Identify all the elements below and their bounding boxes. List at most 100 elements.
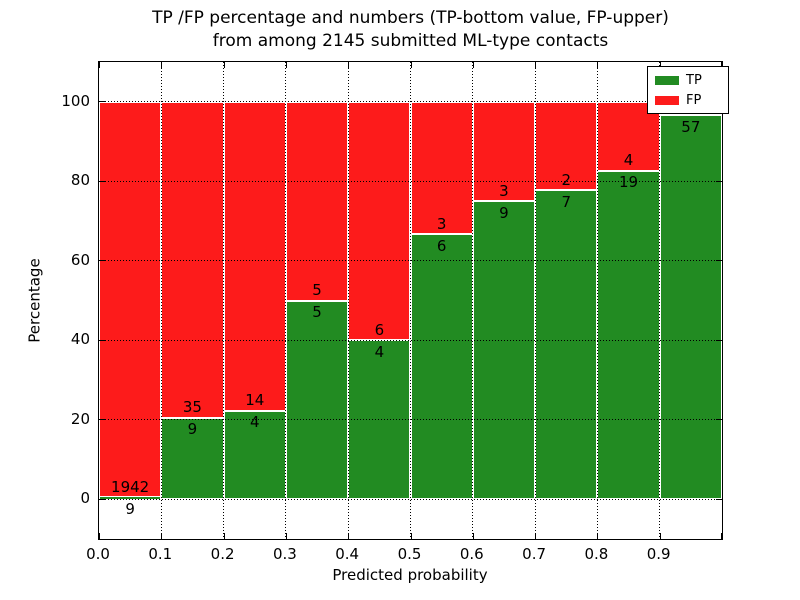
bar-segment-tp: [223, 410, 286, 500]
vertical-gridline: [472, 62, 474, 539]
y-tick-mark: [99, 339, 105, 341]
x-tick-mark: [410, 533, 412, 539]
y-tick-mark: [716, 339, 722, 341]
x-tick-mark: [597, 533, 599, 539]
fp-count-label: 5: [312, 281, 322, 299]
x-tick-mark: [410, 62, 412, 68]
horizontal-gridline: [99, 180, 722, 182]
x-tick-mark: [285, 533, 287, 539]
vertical-gridline: [410, 62, 411, 539]
x-tick-mark: [535, 62, 537, 68]
x-tick-mark: [472, 533, 474, 539]
bar-segment-tp: [535, 190, 598, 500]
bar-segment-fp: [348, 101, 411, 341]
x-tick-label: 0.9: [646, 545, 671, 563]
y-tick-mark: [99, 498, 105, 500]
bar-segment-fp: [223, 101, 286, 411]
x-tick-label: 0.7: [522, 545, 547, 563]
fp-count-label: 35: [182, 398, 202, 417]
bar-segment-fp: [472, 101, 536, 202]
y-tick-mark: [716, 180, 722, 182]
chart-title-line1: TP /FP percentage and numbers (TP-bottom…: [152, 8, 669, 28]
horizontal-gridline: [99, 498, 722, 500]
fp-count-label: 1942: [111, 477, 150, 496]
legend-entry-tp: TP: [655, 73, 721, 88]
y-tick-mark: [99, 101, 105, 103]
horizontal-gridline: [99, 339, 722, 341]
x-tick-label: 0.1: [148, 545, 173, 563]
fp-count-label: 2: [561, 170, 572, 189]
x-tick-mark: [472, 62, 474, 68]
x-tick-mark: [659, 533, 661, 539]
y-tick-label: 80: [70, 171, 90, 190]
bar-segment-fp: [285, 101, 349, 301]
tp-count-label: 9: [187, 420, 198, 439]
x-tick-label: 0.3: [272, 545, 297, 563]
y-tick-mark: [716, 260, 722, 262]
tp-count-label: 5: [312, 303, 322, 321]
x-tick-mark: [223, 62, 225, 68]
bar-segment-tp: [472, 201, 536, 500]
x-tick-mark: [161, 62, 163, 68]
x-tick-mark: [99, 62, 100, 68]
tp-count-label: 9: [499, 203, 509, 222]
bar-segment-tp: [597, 170, 660, 500]
vertical-gridline: [347, 62, 349, 539]
bar-segment-fp: [161, 101, 224, 418]
bar-segment-fp: [99, 101, 162, 498]
x-tick-mark: [721, 62, 722, 68]
x-tick-mark: [597, 62, 599, 68]
x-tick-mark: [535, 533, 537, 539]
x-tick-label: 0.6: [459, 545, 484, 563]
horizontal-gridline: [99, 260, 722, 262]
y-tick-mark: [99, 260, 105, 262]
x-tick-label: 0.8: [584, 545, 609, 563]
x-tick-label: 0.4: [335, 545, 360, 563]
fp-count-label: 3: [499, 181, 509, 200]
y-axis-label: Percentage: [25, 258, 44, 343]
tp-count-label: 6: [436, 236, 447, 255]
bar-segment-tp: [410, 234, 473, 500]
legend-label-tp: TP: [686, 73, 702, 88]
tp-count-label: 4: [249, 413, 260, 432]
y-tick-label: 0: [80, 489, 90, 508]
bar-segment-tp: [659, 115, 722, 500]
x-tick-mark: [348, 62, 350, 68]
horizontal-gridline: [99, 101, 722, 103]
bar-segment-tp: [99, 497, 162, 500]
x-tick-mark: [285, 62, 287, 68]
bar-segment-tp: [161, 417, 224, 500]
vertical-gridline: [223, 62, 225, 539]
y-tick-label: 60: [70, 250, 90, 269]
x-tick-mark: [348, 533, 350, 539]
vertical-gridline: [659, 62, 661, 539]
fp-count-label: 4: [623, 151, 634, 170]
chart-title-line2: from among 2145 submitted ML-type contac…: [212, 31, 609, 51]
tp-count-label: 7: [561, 192, 572, 211]
vertical-gridline: [160, 62, 162, 539]
horizontal-gridline: [99, 419, 722, 421]
x-tick-mark: [99, 533, 100, 539]
vertical-gridline: [285, 62, 287, 539]
x-tick-label: 0.5: [397, 545, 422, 563]
fp-count-label: 3: [436, 214, 447, 233]
bar-segment-fp: [410, 101, 473, 235]
fp-count-label: 14: [245, 391, 265, 410]
bar-segment-tp: [285, 300, 349, 500]
tp-count-label: 9: [125, 499, 135, 518]
x-axis-label: Predicted probability: [332, 566, 488, 584]
tp-count-label: 4: [374, 342, 385, 361]
tp-color-swatch: [655, 76, 679, 85]
y-tick-label: 40: [70, 330, 90, 349]
y-tick-mark: [99, 419, 105, 421]
legend-entry-fp: FP: [655, 93, 721, 108]
x-tick-mark: [223, 533, 225, 539]
y-tick-mark: [716, 498, 722, 500]
y-tick-label: 100: [61, 91, 90, 110]
x-tick-mark: [659, 62, 661, 68]
fp-count-label: 6: [374, 320, 385, 339]
bar-segment-fp: [535, 101, 598, 191]
x-tick-label: 0.2: [210, 545, 235, 563]
vertical-gridline: [534, 62, 536, 539]
